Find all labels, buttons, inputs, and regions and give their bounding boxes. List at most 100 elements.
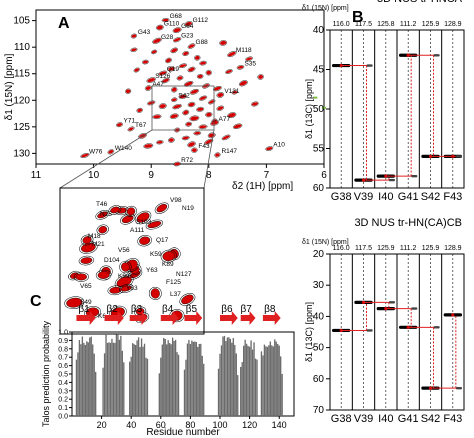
strand-arrow <box>160 311 179 325</box>
hsqc-peak <box>144 144 153 148</box>
hsqc-peak <box>232 90 238 94</box>
talos-bar <box>225 340 227 416</box>
zoom-peak-contour-outer <box>95 269 112 281</box>
hsqc-peak-outline <box>178 94 188 99</box>
hsqc-peak-label: S35 <box>244 60 256 67</box>
talos-bar <box>115 334 118 416</box>
talos-bar <box>170 344 172 416</box>
talos-bar <box>108 342 110 416</box>
talos-bar <box>231 342 233 416</box>
talos-bar <box>171 337 174 416</box>
strand-arrow <box>220 311 238 325</box>
talos-bar <box>161 344 163 416</box>
zoom-peak <box>136 212 150 223</box>
hsqc-peak-outline <box>185 121 193 127</box>
hsqc-y-tick-label: 115 <box>14 69 30 80</box>
zoom-peak-label: N127 <box>176 271 192 278</box>
hsqc-peak <box>188 102 195 107</box>
talos-bar <box>217 368 220 416</box>
talos-bar <box>87 342 89 416</box>
zoom-peak-label: A111 <box>130 227 145 234</box>
zoom-peak-contour-outer <box>68 270 81 281</box>
zoom-peak-contour-outer <box>148 286 162 300</box>
hsqc-peak-label: G43 <box>138 29 151 36</box>
strip-residue-label: S42 <box>421 413 441 425</box>
talos-y-tick-label: 0.7 <box>58 355 68 362</box>
hsqc-peak-outline <box>152 37 162 44</box>
hsqc-peak-outline <box>182 109 190 116</box>
talos-bar <box>145 357 147 416</box>
hsqc-peak <box>173 104 182 109</box>
hsqc-peak <box>225 70 232 74</box>
talos-bar <box>265 346 267 416</box>
talos-bar <box>253 342 255 416</box>
hsqc-peak <box>137 108 143 113</box>
zoom-peak-contour-outer <box>73 272 89 282</box>
strand-arrow <box>104 311 124 325</box>
talos-bar <box>219 353 221 416</box>
strip-n15-value: 125.9 <box>422 245 440 252</box>
strand-arrow <box>184 311 203 325</box>
hsqc-peak-outline <box>187 66 196 73</box>
talos-bar <box>142 346 144 416</box>
hsqc-peak <box>159 71 167 75</box>
hsqc-peak-label: V121 <box>224 88 240 95</box>
zoom-peak-contour-outer <box>120 213 136 225</box>
hsqc-peak <box>147 101 155 105</box>
hsqc-peak-outline <box>221 134 231 141</box>
hsqc-peak-outline <box>265 146 274 151</box>
talos-x-tick-label: 20 <box>97 420 107 430</box>
zoom-peak-label: S103 <box>136 219 152 226</box>
strip-y-tick-label: 40 <box>313 25 325 36</box>
talos-y-tick-label: 0.4 <box>58 380 68 387</box>
talos-bar <box>111 338 113 416</box>
talos-bar <box>123 362 125 416</box>
hsqc-peak-label: A47 <box>152 81 164 88</box>
zoom-peak <box>97 211 108 219</box>
zoom-peak <box>126 207 136 216</box>
talos-bar <box>271 345 273 416</box>
talos-bar <box>177 354 180 416</box>
hsqc-peaks <box>80 18 326 167</box>
hsqc-peak-outline <box>204 138 214 145</box>
hsqc-peak <box>190 89 199 94</box>
strip-y-tick-label: 20 <box>313 249 325 260</box>
hsqc-peak <box>159 104 166 109</box>
hsqc-peak <box>162 78 169 83</box>
strip-residue-label: G38 <box>331 413 352 425</box>
hsqc-peak-outline <box>216 105 225 111</box>
hsqc-x-tick-label: 11 <box>31 170 42 181</box>
strip-header-label: δ1 (15N) [ppm] <box>302 239 349 246</box>
talos-bar <box>228 337 230 416</box>
zoom-peak-label: V65 <box>80 283 92 290</box>
hsqc-peak-outline <box>158 103 167 109</box>
hsqc-peak-outline <box>238 80 248 87</box>
hsqc-peak-outline <box>161 18 170 23</box>
hsqc-peak-outline <box>189 115 200 122</box>
talos-bar <box>174 339 177 416</box>
talos-bar <box>254 358 257 416</box>
talos-bar <box>272 346 274 416</box>
hsqc-y-tick-label: 130 <box>13 148 30 159</box>
hsqc-peak <box>208 100 215 104</box>
hsqc-panel: A 11 10 9 8 7 6 105 110 115 120 125 130 G68 G112G64… <box>4 9 327 335</box>
hsqc-peak <box>184 81 193 86</box>
talos-plot-frame <box>71 331 295 417</box>
strip-y-tick-label: 60 <box>313 374 325 385</box>
hsqc-x-tick-label: 7 <box>264 170 270 181</box>
hsqc-peak-outline <box>202 83 210 89</box>
zoom-peak-label: T46 <box>96 201 108 208</box>
hsqc-peak-outline <box>196 74 204 79</box>
hsqc-x-tick-label: 6 <box>321 170 327 181</box>
hsqc-peak <box>228 113 236 118</box>
strip-y-tick-label: 70 <box>313 405 325 416</box>
talos-bar <box>129 361 131 416</box>
hsqc-peak <box>206 70 212 75</box>
hsqc-peak <box>162 18 169 22</box>
hsqc-peak <box>183 51 189 56</box>
talos-bar <box>90 336 92 416</box>
talos-bar <box>241 362 243 416</box>
hsqc-peak-outline <box>125 88 132 94</box>
talos-bar <box>192 341 195 416</box>
